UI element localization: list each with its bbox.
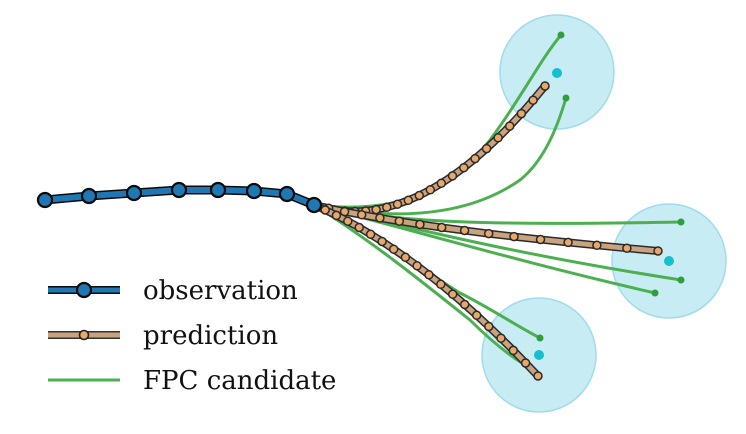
goal-dots <box>534 68 674 360</box>
goal-dot-right <box>664 256 674 266</box>
prediction-top-point <box>540 81 550 91</box>
prediction-top-point <box>447 171 458 181</box>
prediction-right-point <box>375 213 385 223</box>
prediction-bottom-point <box>436 279 446 290</box>
prediction-right-point <box>622 243 632 253</box>
prediction-top-point <box>504 121 515 131</box>
prediction-right-point <box>563 237 573 248</box>
prediction-bottom-point <box>377 236 387 247</box>
legend-prediction-marker <box>78 329 90 341</box>
legend-observation-label: observation <box>143 276 298 306</box>
prediction-top-point <box>371 204 381 215</box>
observation-point <box>245 182 263 200</box>
prediction-bottom-point <box>508 345 519 356</box>
prediction-top-point <box>392 199 403 209</box>
prediction-right-point <box>436 222 447 233</box>
prediction-right-point <box>592 240 602 251</box>
legend-observation-marker <box>75 281 93 299</box>
goal-dot-top <box>552 68 562 78</box>
prediction-bottom-point <box>471 310 482 321</box>
prediction-right-point <box>356 210 367 220</box>
prediction-right-point <box>483 228 494 239</box>
prediction-trajectories <box>309 81 663 381</box>
candidate-line <box>312 203 536 372</box>
observation-point <box>209 181 227 199</box>
prediction-bottom-point <box>533 371 543 381</box>
observation-point <box>170 181 188 199</box>
prediction-bottom-point <box>520 358 531 368</box>
candidate-endpoint <box>562 94 570 102</box>
prediction-bottom-point <box>424 270 434 280</box>
prediction-bottom-point <box>496 333 506 343</box>
prediction-right-point <box>415 219 425 230</box>
prediction-right-point <box>509 231 519 242</box>
prediction-bottom-point <box>388 244 399 254</box>
prediction-top-point <box>470 153 480 164</box>
prediction-bottom-point <box>354 222 364 233</box>
candidate-endpoint <box>677 276 685 284</box>
prediction-bottom-point <box>331 210 342 221</box>
prediction-bottom-point <box>365 229 376 240</box>
prediction-bottom-point <box>484 321 494 332</box>
prediction-right-point <box>653 246 663 256</box>
prediction-top-point <box>516 108 527 119</box>
legend-candidate-label: FPC candidate <box>143 366 336 396</box>
candidate-endpoint <box>677 218 685 226</box>
observation-point <box>278 185 296 203</box>
prediction-top-point <box>425 185 436 195</box>
candidate-endpoints <box>536 31 685 342</box>
prediction-top-point <box>414 190 425 201</box>
candidate-endpoint <box>557 31 565 39</box>
prediction-bottom-point <box>320 205 330 215</box>
observation <box>36 181 323 214</box>
legend-candidate: FPC candidate <box>48 366 336 396</box>
prediction-right-point <box>459 225 470 236</box>
legend-observation: observation <box>48 276 298 306</box>
legend-prediction: prediction <box>48 321 278 351</box>
prediction-top-point <box>493 133 503 143</box>
observation-point <box>36 191 54 209</box>
observation-trajectory <box>36 181 323 214</box>
prediction-right-band <box>311 202 661 254</box>
observation-point <box>305 196 323 214</box>
prediction-top-point <box>459 162 469 173</box>
observation-point <box>80 187 98 205</box>
prediction-right <box>309 200 663 256</box>
legend-prediction-label: prediction <box>143 321 278 351</box>
legend: observation prediction FPC candidate <box>48 276 336 396</box>
prediction-right-point <box>535 234 546 245</box>
prediction-top-point <box>403 195 414 206</box>
prediction-bottom-point <box>412 261 422 271</box>
candidate-endpoint <box>536 334 544 342</box>
prediction-bottom-point <box>343 216 353 226</box>
observation-point <box>125 184 143 202</box>
prediction-bottom-point <box>459 299 470 310</box>
candidate-endpoint <box>651 289 659 297</box>
prediction-bottom-point <box>447 289 458 299</box>
goal-dot-bottom <box>534 350 544 360</box>
prediction-top-point <box>481 143 492 154</box>
prediction-top-point <box>528 95 538 105</box>
prediction-top-point <box>382 202 392 213</box>
prediction-top-point <box>436 178 447 189</box>
prediction-right-point <box>394 216 405 226</box>
prediction-bottom-point <box>400 252 411 263</box>
